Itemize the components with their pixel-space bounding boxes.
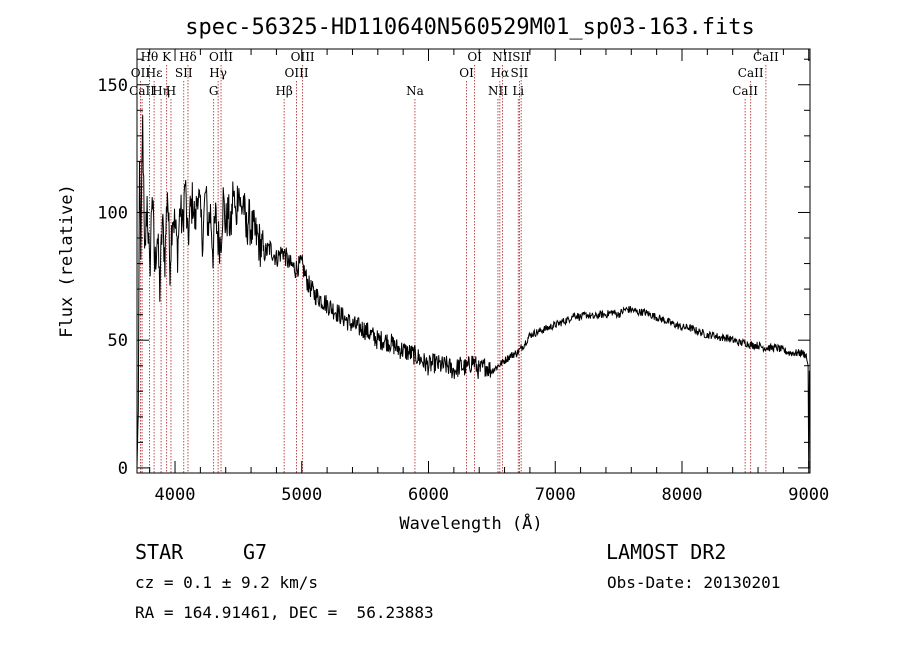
class-label: STAR	[135, 540, 184, 564]
line-label-21: SII	[512, 50, 530, 64]
line-label-5: K	[162, 50, 172, 64]
x-tick-label-2: 6000	[408, 485, 449, 505]
line-label-0: Hθ	[141, 50, 159, 64]
x-tick-label-0: 4000	[155, 485, 196, 505]
y-tick-label-2: 100	[97, 203, 128, 223]
chart-title: spec-56325-HD110640N560529M01_sp03-163.f…	[185, 15, 755, 40]
x-axis-label: Wavelength (Å)	[399, 512, 542, 534]
line-label-10: Hγ	[209, 66, 227, 80]
y-tick-label-3: 150	[97, 76, 128, 96]
line-label-18: NII	[492, 50, 512, 64]
line-label-9: OIII	[209, 50, 233, 64]
line-label-7: SII	[175, 66, 193, 80]
line-label-22: SII	[511, 66, 529, 80]
line-label-14: OIII	[285, 66, 309, 80]
redshift-line: cz = 0.1 ± 9.2 km/s	[135, 573, 319, 592]
line-label-2: Hε	[146, 66, 163, 80]
obs-date-line: Obs-Date: 20130201	[607, 573, 781, 592]
x-tick-label-1: 5000	[281, 485, 322, 505]
coordinates-line: RA = 164.91461, DEC = 56.23883	[135, 603, 434, 622]
line-label-15: Na	[406, 84, 424, 98]
line-label-23: Li	[512, 84, 524, 98]
line-label-25: CaII	[738, 66, 764, 80]
plot-frame	[136, 48, 811, 474]
axis-ticks: 4000 5000 6000 7000 8000 9000 0 50 100 150	[97, 49, 829, 505]
line-label-13: OIII	[291, 50, 315, 64]
line-label-11: G	[209, 84, 219, 98]
x-tick-label-3: 7000	[535, 485, 576, 505]
line-label-8: Hδ	[179, 50, 197, 64]
line-label-4: Hη	[152, 84, 170, 98]
line-label-20: NII	[488, 84, 508, 98]
line-label-3: CaII	[129, 84, 155, 98]
line-label-19: Hα	[491, 66, 510, 80]
x-tick-label-4: 8000	[662, 485, 703, 505]
subclass-label: G7	[243, 540, 268, 564]
spectral-line-markers	[140, 65, 767, 473]
y-axis-label: Flux (relative)	[57, 184, 77, 338]
spectrum-line	[136, 115, 810, 468]
line-label-17: OI	[459, 66, 474, 80]
line-label-6: H	[166, 84, 176, 98]
line-label-12: Hβ	[275, 84, 292, 98]
line-label-24: CaII	[753, 50, 779, 64]
line-label-1: OII	[131, 66, 151, 80]
survey-label: LAMOST DR2	[606, 540, 727, 564]
y-tick-label-1: 50	[108, 331, 128, 351]
x-tick-label-5: 9000	[788, 485, 829, 505]
y-tick-label-0: 0	[118, 459, 128, 479]
line-label-26: CaII	[732, 84, 758, 98]
line-label-16: OI	[467, 50, 482, 64]
